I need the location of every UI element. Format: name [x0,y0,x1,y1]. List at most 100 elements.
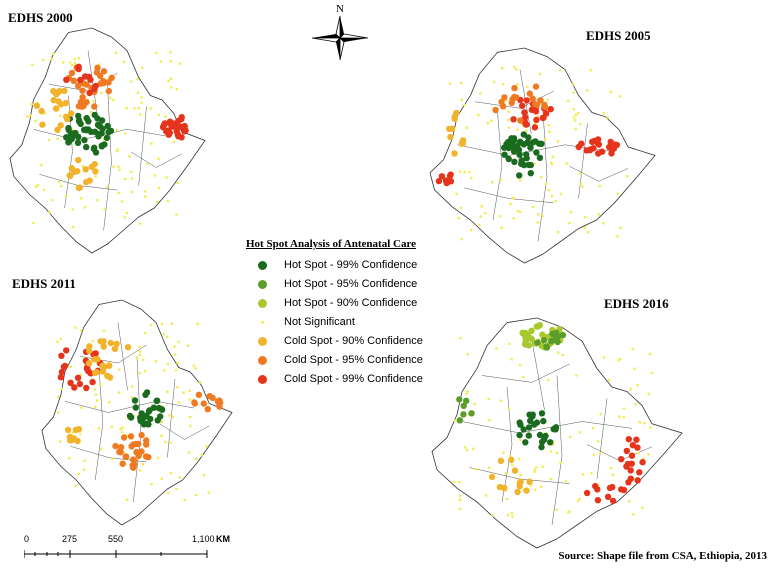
cluster-point [112,98,115,102]
region-boundary [596,398,608,480]
cluster-point [540,417,547,425]
cluster-point [155,51,158,55]
cluster-point [590,472,593,475]
cluster-point [82,166,89,173]
cluster-point [633,367,636,371]
cluster-point [129,462,136,469]
cluster-point [95,399,99,402]
cluster-point [48,211,51,214]
cluster-point [165,335,169,339]
cluster-point [511,158,518,165]
cluster-point [453,419,457,422]
cluster-point [598,184,602,188]
cluster-point [165,176,168,179]
cluster-point [523,97,530,104]
cluster-point [137,106,141,110]
cluster-point [573,118,577,122]
cluster-point [175,487,178,491]
cluster-point [198,381,202,384]
cluster-point [138,448,145,455]
cluster-point [548,130,551,133]
cluster-point [92,100,95,103]
cluster-point [505,155,512,163]
scale-bar: 0 275 550 1,100 KM [23,534,230,567]
cluster-point [112,442,119,450]
cluster-point [125,498,129,501]
cluster-point [157,113,161,117]
cluster-point [516,151,523,158]
cluster-point [631,347,635,351]
cluster-point [577,112,580,115]
cluster-point [529,139,537,146]
cluster-point [110,425,114,429]
cluster-point [86,347,93,355]
cluster-point [138,345,141,349]
cluster-point [75,156,82,164]
cluster-point [518,363,522,367]
cluster-point [209,394,216,402]
source-note: Source: Shape file from CSA, Ethiopia, 2… [558,550,767,562]
cluster-point [40,163,43,167]
cluster-point [100,343,107,350]
cluster-point [552,333,560,340]
cluster-point [74,374,82,381]
cluster-point [609,90,613,94]
cluster-point [607,138,614,146]
cluster-point [609,466,613,470]
legend-label: Hot Spot - 95% Confidence [284,278,418,290]
cluster-point [138,431,145,439]
country-outline [429,47,656,264]
cluster-point [634,403,637,406]
cluster-point [559,461,562,464]
cluster-point [499,178,503,182]
cluster-point [68,164,76,172]
cluster-point [534,323,541,330]
cluster-point [534,339,541,346]
cluster-point [130,80,133,83]
cluster-point [126,412,134,420]
cluster-point [501,67,504,70]
cluster-point [70,63,74,67]
cluster-point [72,426,80,434]
cluster-point [465,392,469,396]
cluster-point [130,395,134,399]
cluster-point [609,497,617,505]
cluster-point [106,374,114,381]
cluster-point [123,177,127,181]
cluster-point [150,142,153,145]
legend-item: Not Significant [246,313,446,332]
cluster-point [506,513,510,517]
cluster-point [150,483,153,486]
cluster-point [120,430,124,434]
cluster-point [82,468,86,471]
scale-tick-0: 0 [24,534,30,544]
cluster-point [194,457,198,461]
cluster-point [58,368,66,376]
cluster-point [458,494,462,498]
cluster-point [521,109,528,116]
cluster-point [628,460,635,467]
cluster-point [516,209,520,213]
cluster-point [192,364,196,367]
cluster-point [536,221,539,224]
cluster-point [488,418,491,422]
cluster-point [648,426,652,429]
cluster-point [528,327,535,334]
cluster-point [628,452,636,459]
cluster-point [67,379,74,386]
cluster-point [532,100,539,108]
cluster-point [72,225,75,229]
cluster-point [492,106,499,114]
cluster-point [67,437,74,444]
region-boundary [537,101,548,242]
map-title-2011: EDHS 2011 [12,276,76,291]
cluster-point [552,424,560,431]
cluster-point [98,383,102,386]
cluster-point [572,116,576,119]
cluster-point [81,73,89,80]
cluster-point [177,340,180,344]
cluster-point [526,90,533,97]
cluster-point [533,149,540,156]
cluster-point [616,235,619,238]
cluster-point [131,397,139,404]
